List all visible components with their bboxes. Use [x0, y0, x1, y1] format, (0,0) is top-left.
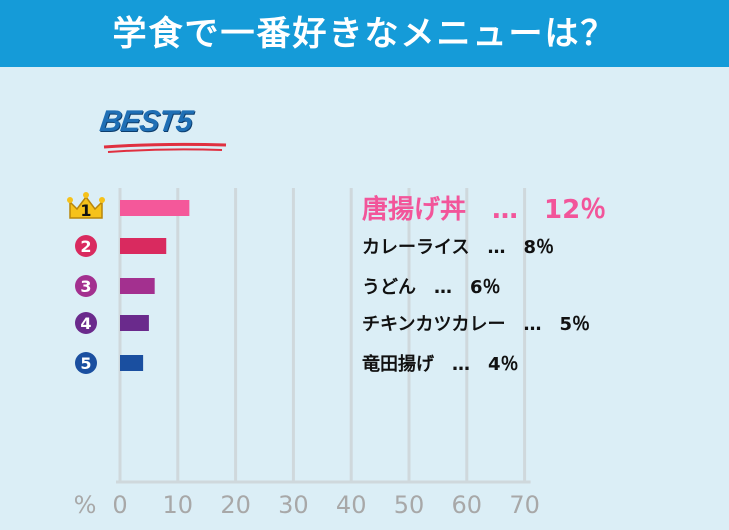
rank-number: 2 — [80, 237, 91, 256]
crown-jewel — [99, 197, 105, 203]
x-tick-label: 0 — [112, 491, 127, 519]
bar-data-label: うどん … 6％ — [362, 277, 501, 298]
crown-icon — [69, 195, 103, 219]
bar — [120, 200, 190, 216]
rank-number: 4 — [80, 314, 91, 333]
best5-badge: BEST5 — [98, 105, 227, 153]
bar — [120, 238, 167, 254]
rank-circle — [75, 235, 97, 257]
bar-data-label: 唐揚げ丼 … 12％ — [362, 194, 606, 225]
crown-jewel — [83, 192, 89, 198]
x-tick-label: 40 — [336, 491, 367, 519]
x-tick-label: 10 — [163, 491, 194, 519]
rank-circle — [75, 312, 97, 334]
x-unit-label: % — [74, 491, 97, 519]
rank-number: 1 — [80, 201, 91, 220]
badge-underline-decoration — [103, 142, 227, 153]
bar — [120, 355, 144, 371]
title-bar: 学食で一番好きなメニューは？ — [0, 0, 729, 67]
bar-data-label: 竜田揚げ … 4％ — [362, 353, 519, 375]
x-tick-label: 20 — [220, 491, 251, 519]
bar-data-label: カレーライス … 8％ — [362, 237, 554, 258]
crown-jewel — [67, 197, 73, 203]
bar-data-label: チキンカツカレー … 5％ — [362, 314, 590, 335]
bar — [120, 315, 149, 331]
chart-title: 学食で一番好きなメニューは？ — [112, 13, 617, 54]
bar — [120, 278, 155, 294]
rank-circle — [75, 352, 97, 374]
rank-number: 5 — [80, 354, 91, 373]
x-tick-label: 70 — [509, 491, 540, 519]
rank-number: 3 — [80, 277, 91, 296]
x-tick-label: 60 — [452, 491, 483, 519]
x-tick-label: 50 — [394, 491, 425, 519]
x-tick-label: 30 — [278, 491, 309, 519]
rank-circle — [75, 275, 97, 297]
